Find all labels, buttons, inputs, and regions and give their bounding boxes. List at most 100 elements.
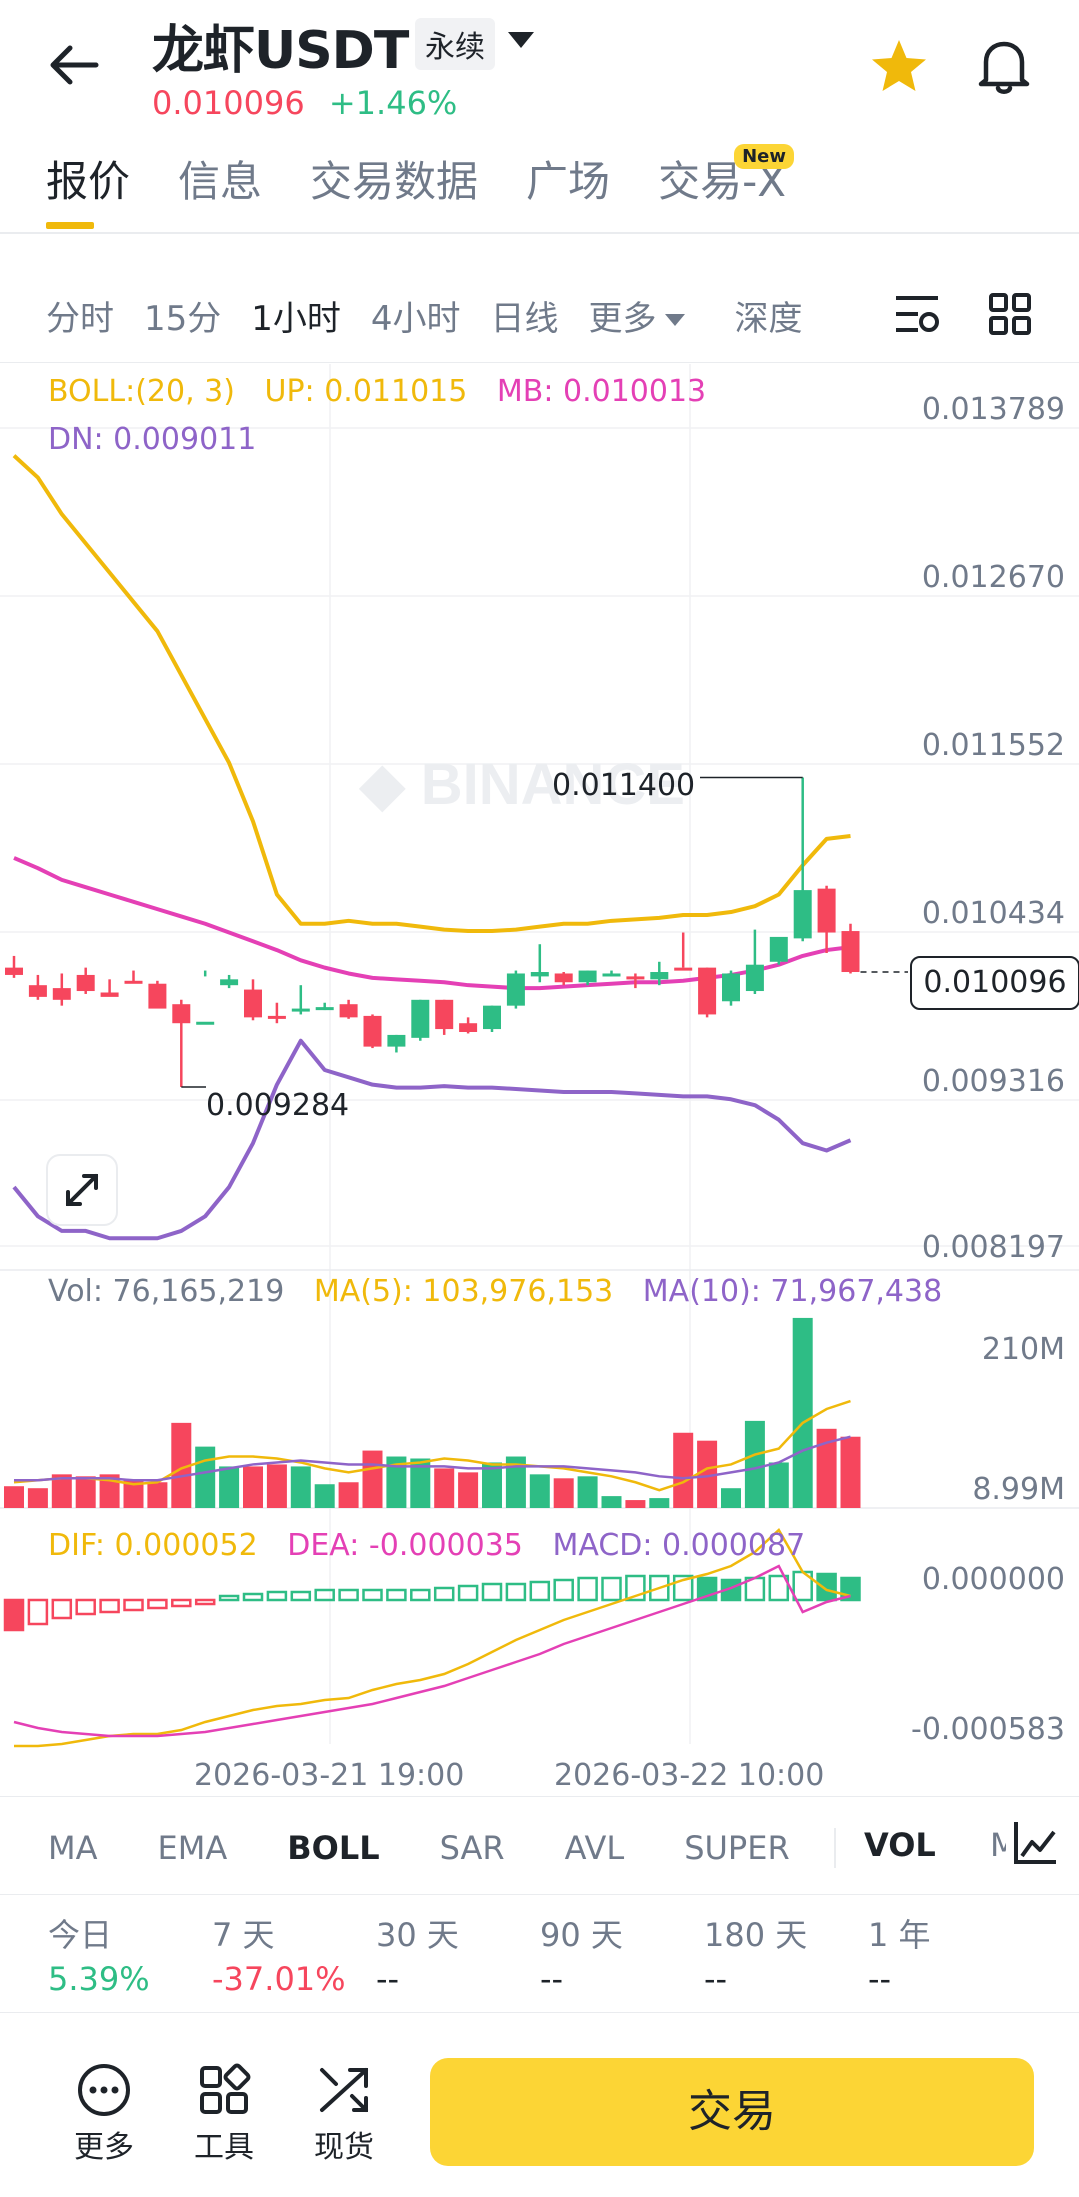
volume-bar	[243, 1466, 263, 1508]
tools-grid-icon	[200, 2063, 251, 2114]
candle-body	[506, 973, 525, 1006]
volume-bar	[99, 1474, 120, 1508]
tf-1h[interactable]: 1小时	[251, 298, 341, 339]
ind-ema[interactable]: EMA	[157, 1829, 228, 1867]
vol-value: Vol: 76,165,219	[48, 1274, 285, 1309]
candle-body	[28, 985, 47, 997]
macd-bar	[3, 1598, 25, 1632]
vol-ma10-line	[14, 1435, 851, 1482]
perf-today: 今日 5.39%	[48, 1916, 150, 1998]
trade-button[interactable]: 交易	[430, 2058, 1034, 2166]
macd-bar	[242, 1592, 264, 1602]
volume-bar	[171, 1422, 192, 1508]
macd-bar	[362, 1588, 383, 1602]
candle-body	[841, 931, 860, 973]
nav-tools[interactable]: 工具	[174, 2062, 274, 2166]
volume-bar	[697, 1440, 718, 1508]
candle-body	[793, 890, 812, 939]
volume-bar	[219, 1466, 240, 1508]
candle-body	[817, 888, 836, 933]
boll-mb-line	[13, 856, 851, 991]
tf-more[interactable]: 更多	[589, 291, 685, 340]
tf-tick[interactable]: 分时	[46, 298, 114, 339]
price-axis-label: 0.010434	[921, 896, 1065, 931]
ind-separator	[834, 1828, 836, 1868]
caret-down-icon	[664, 314, 685, 326]
tab-trade-x[interactable]: 交易-X New	[658, 144, 794, 228]
symbol-title[interactable]: 龙虾USDT	[152, 21, 409, 81]
macd-bar	[171, 1598, 192, 1608]
time-axis-label: 2026-03-22 10:00	[554, 1758, 825, 1793]
volume-bar	[625, 1500, 646, 1508]
caret-down-icon	[508, 32, 534, 48]
volume-bar	[553, 1478, 574, 1508]
nav-more[interactable]: 更多	[54, 2062, 154, 2166]
expand-button[interactable]	[46, 1154, 118, 1226]
volume-bar	[768, 1462, 789, 1508]
boll-dn-line	[12, 1038, 852, 1241]
tf-4h[interactable]: 4小时	[370, 298, 461, 339]
macd-dea-line	[13, 1564, 851, 1738]
tab-quote[interactable]: 报价	[46, 148, 130, 229]
tab-info[interactable]: 信息	[178, 157, 263, 206]
timeframe-divider	[0, 362, 1079, 363]
macd-bar	[505, 1582, 527, 1602]
macd-bar	[672, 1574, 694, 1602]
price-axis-label: 0.013789	[921, 392, 1065, 427]
tf-1d[interactable]: 日线	[490, 298, 559, 339]
ind-super[interactable]: SUPER	[684, 1829, 790, 1867]
ind-boll[interactable]: BOLL	[287, 1829, 380, 1867]
boll-dn: DN: 0.009011	[48, 422, 257, 457]
macd-bar	[410, 1588, 431, 1602]
candle-body	[387, 1034, 406, 1047]
ind-sar[interactable]: SAR	[439, 1829, 505, 1867]
tf-depth[interactable]: 深度	[734, 298, 803, 339]
volume-bar	[601, 1496, 622, 1508]
vol-ma5: MA(5): 103,976,153	[313, 1274, 614, 1309]
ind-avl[interactable]: AVL	[564, 1829, 625, 1867]
volume-bar	[434, 1468, 455, 1508]
star-icon	[872, 40, 926, 91]
candle-body	[172, 1004, 191, 1024]
volume-bar	[266, 1464, 287, 1508]
indicator-settings-button[interactable]	[1010, 1818, 1079, 1874]
back-button[interactable]	[44, 40, 104, 90]
time-axis-label: 2026-03-21 19:00	[194, 1758, 465, 1793]
nav-spot[interactable]: 现货	[294, 2062, 394, 2166]
ind-vol[interactable]: VOL	[864, 1826, 936, 1864]
candle-body	[674, 967, 693, 971]
tabs-divider	[0, 232, 1079, 234]
macd-axis-label: -0.000583	[911, 1712, 1065, 1747]
volume-bar	[147, 1482, 168, 1508]
candle-body	[196, 1021, 215, 1025]
volume-bar	[4, 1486, 24, 1508]
macd-dif-line	[14, 1528, 851, 1748]
chart-settings-icon	[896, 296, 939, 332]
candle-body	[411, 999, 430, 1038]
macd-bar	[266, 1590, 288, 1602]
perf-1y: 1 年 --	[868, 1916, 931, 1998]
ind-ma[interactable]: MA	[48, 1829, 98, 1867]
volume-bar	[123, 1480, 144, 1508]
macd-bar	[601, 1576, 622, 1602]
candle-body	[626, 976, 645, 980]
tab-trading-data[interactable]: 交易数据	[310, 157, 479, 206]
current-price-tag: 0.010096	[910, 956, 1079, 1010]
grid-layout-icon	[989, 293, 1031, 335]
layout-button[interactable]	[988, 292, 1032, 336]
macd-dif: DIF: 0.000052	[48, 1528, 258, 1563]
ind-macd-partial[interactable]: M	[990, 1826, 1006, 1864]
candle-body	[363, 1015, 382, 1047]
candle-body	[124, 980, 143, 984]
alert-button[interactable]	[976, 36, 1032, 96]
tab-square[interactable]: 广场	[526, 157, 611, 206]
perf-30d: 30 天 --	[376, 1916, 459, 1998]
price-chart[interactable]: ◆ BINANCE	[0, 364, 1079, 1784]
arrow-left-icon	[50, 45, 99, 85]
tf-15m[interactable]: 15分	[144, 298, 222, 339]
volume-axis-label: 210M	[981, 1332, 1065, 1367]
favorite-button[interactable]	[870, 38, 928, 94]
chart-settings-button[interactable]	[894, 294, 940, 336]
symbol-dropdown[interactable]	[506, 30, 536, 50]
vol-ma5-line	[13, 1399, 851, 1492]
